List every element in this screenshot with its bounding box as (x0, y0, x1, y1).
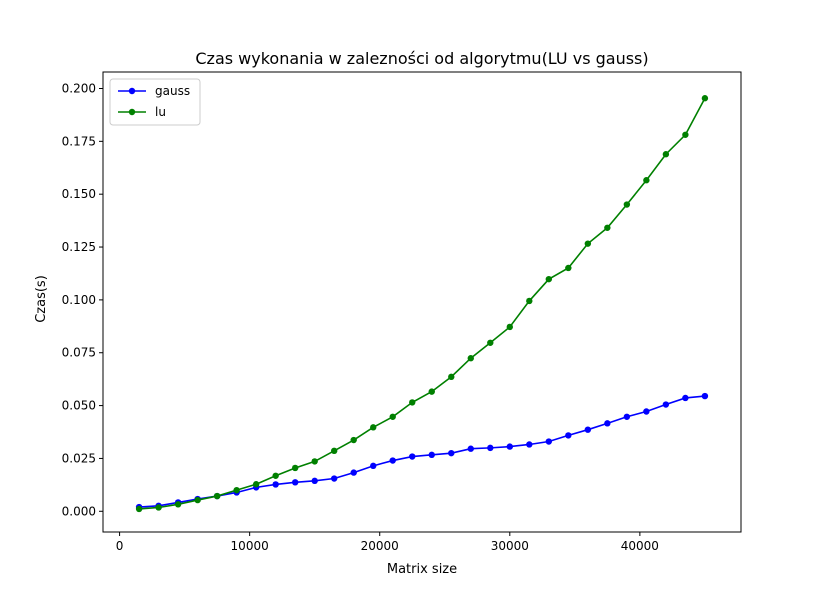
y-tick-label: 0.050 (62, 399, 96, 413)
x-tick-label: 20000 (361, 539, 399, 553)
legend-marker-gauss (128, 87, 136, 95)
data-point-gauss (291, 479, 299, 486)
y-tick-label: 0.150 (62, 187, 96, 201)
y-tick-label: 0.100 (62, 293, 96, 307)
plot-area: 0 10000 20000 30000 40000 0.000 0.025 0.050 0.07… (62, 71, 742, 553)
data-point-lu (448, 373, 455, 381)
data-point-gauss (506, 443, 513, 450)
data-point-lu (565, 264, 572, 272)
y-tick-label: 0.200 (62, 81, 96, 95)
x-tick-label: 0 (116, 539, 124, 553)
data-point-gauss (682, 394, 689, 402)
legend-marker-lu (128, 108, 136, 116)
data-point-lu (252, 481, 260, 488)
data-point-lu (487, 339, 494, 346)
data-point-gauss (272, 481, 279, 488)
data-point-lu (291, 464, 299, 472)
data-point-lu (604, 224, 611, 231)
y-tick-label: 0.000 (62, 504, 96, 518)
data-point-gauss (409, 453, 416, 460)
data-point-lu (662, 151, 670, 158)
legend: gauss lu (109, 78, 201, 126)
data-point-gauss (331, 475, 338, 482)
data-point-lu (506, 323, 513, 331)
legend-label-gauss: gauss (155, 84, 190, 98)
series-line-lu (139, 97, 706, 510)
data-point-lu (350, 436, 357, 444)
data-point-lu (331, 447, 338, 455)
data-point-gauss (584, 426, 592, 433)
data-point-gauss (350, 469, 357, 476)
data-point-lu (545, 275, 553, 283)
series-line-gauss (139, 395, 705, 508)
data-point-gauss (701, 392, 709, 400)
data-point-gauss (389, 457, 396, 464)
data-point-lu (701, 95, 709, 102)
axes-frame (102, 71, 742, 533)
data-point-lu (272, 472, 279, 479)
data-point-gauss (545, 438, 553, 445)
data-point-lu (584, 240, 592, 247)
y-tick-label: 0.175 (62, 134, 96, 148)
data-point-lu (526, 297, 533, 305)
x-tick-label: 10000 (231, 539, 269, 553)
data-point-gauss (526, 441, 533, 448)
data-point-lu (311, 458, 318, 465)
data-point-gauss (662, 401, 670, 408)
x-tick-label: 40000 (621, 539, 659, 553)
data-point-lu (643, 177, 650, 184)
data-point-lu (370, 424, 377, 431)
legend-label-lu: lu (155, 105, 166, 119)
x-tick-label: 30000 (491, 539, 529, 553)
data-point-gauss (467, 445, 474, 452)
data-point-lu (389, 413, 396, 420)
data-point-gauss (487, 444, 494, 452)
series-lu (135, 95, 709, 513)
data-point-gauss (448, 449, 455, 457)
data-point-lu (155, 504, 162, 511)
y-tick-label: 0.075 (62, 346, 96, 360)
data-point-gauss (565, 432, 572, 439)
data-point-lu (233, 486, 240, 494)
data-point-lu (428, 388, 435, 395)
y-tick-label: 0.125 (62, 240, 96, 254)
data-point-gauss (623, 413, 631, 420)
data-point-lu (135, 505, 143, 513)
data-point-lu (467, 355, 474, 362)
x-axis-label: Matrix size (387, 562, 457, 577)
data-point-lu (623, 201, 631, 208)
data-point-lu (213, 492, 221, 500)
data-point-lu (682, 131, 689, 138)
data-point-gauss (428, 451, 435, 459)
data-point-gauss (370, 462, 377, 470)
data-point-lu (174, 501, 182, 508)
y-axis-label: Czas(s) (34, 275, 49, 323)
chart-title: Czas wykonania w zalezności od algorytmu… (195, 49, 648, 68)
data-point-gauss (311, 477, 318, 485)
data-point-lu (409, 399, 416, 406)
data-point-lu (194, 496, 201, 504)
data-point-gauss (604, 420, 611, 427)
data-point-gauss (643, 408, 650, 415)
y-tick-label: 0.025 (62, 451, 96, 465)
